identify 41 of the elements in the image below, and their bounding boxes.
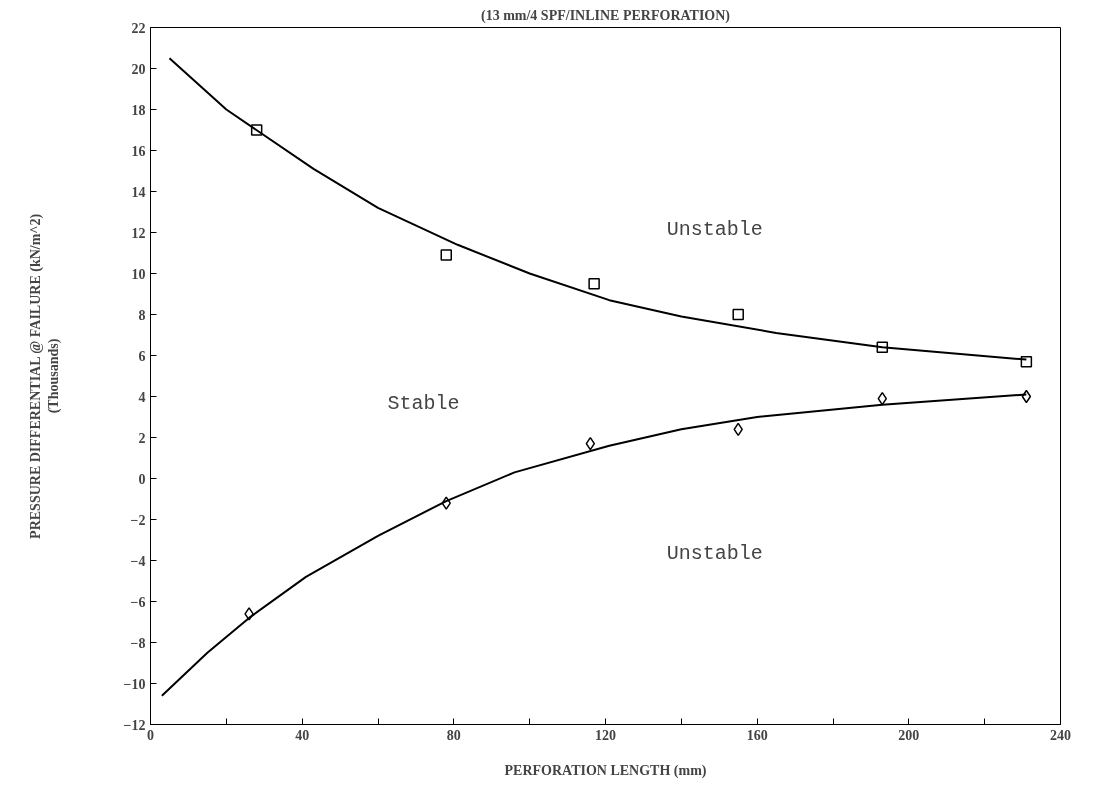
x-tick-label: 200	[898, 727, 920, 743]
y-tick-label: 6	[138, 348, 146, 364]
annotation: Unstable	[666, 218, 763, 242]
y-tick-label: −4	[130, 553, 146, 569]
y-tick-label: 0	[138, 471, 146, 487]
point	[877, 391, 888, 406]
point	[588, 278, 600, 290]
y-axis-title: PRESSURE DIFFERENTIAL @ FAILURE (kN/m^2) (Thousands)	[27, 213, 62, 539]
point	[441, 496, 451, 510]
y-tick-label: −12	[123, 717, 146, 733]
y-tick-label: 2	[138, 430, 146, 446]
y-tick-label: −2	[130, 512, 146, 528]
y-tick-label: −10	[123, 676, 146, 692]
y-tick-label: −6	[130, 594, 146, 610]
y-tick-label: 8	[138, 307, 146, 323]
point	[1021, 389, 1032, 404]
x-tick-label: 240	[1050, 727, 1071, 743]
point	[250, 124, 263, 136]
y-tick-label: 20	[131, 61, 146, 77]
y-tick-label: 16	[131, 143, 146, 159]
y-tick-label: 14	[131, 184, 146, 200]
y-tick-label: −8	[130, 635, 146, 651]
point	[440, 249, 452, 261]
y-tick-label: 22	[131, 20, 146, 36]
point	[876, 341, 889, 354]
y-tick-label: 18	[131, 102, 146, 118]
x-tick-label: 80	[446, 727, 461, 743]
point	[732, 308, 744, 321]
y-tick-label: 4	[138, 389, 146, 405]
x-tick-label: 160	[746, 727, 768, 743]
x-tick-label: 120	[595, 727, 616, 743]
x-tick-label: 40	[295, 727, 310, 743]
point	[585, 436, 596, 451]
y-tick-label: 10	[131, 266, 146, 282]
x-axis-title: PERFORATION LENGTH (mm)	[504, 762, 707, 779]
chart-title: (13 mm/4 SPF/INLINE PERFORATION)	[480, 7, 731, 24]
y-tick-label: 12	[131, 225, 146, 241]
annotation: Unstable	[666, 542, 763, 566]
annotation: Stable	[387, 392, 460, 416]
point	[244, 607, 254, 621]
point	[1020, 355, 1033, 368]
